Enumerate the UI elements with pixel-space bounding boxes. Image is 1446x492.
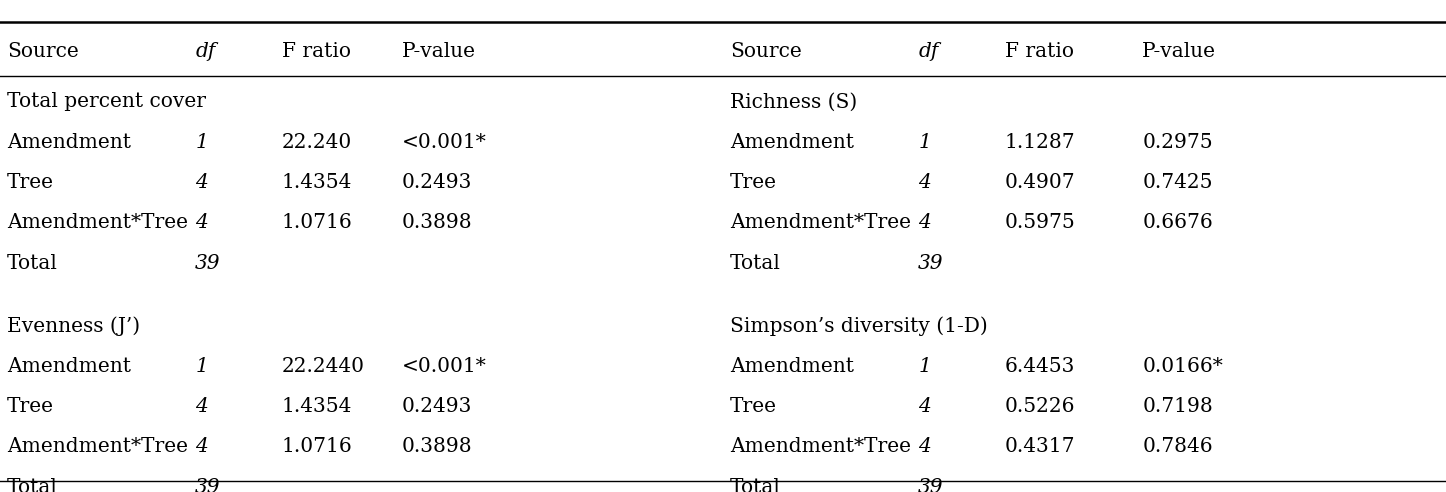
Text: <0.001*: <0.001* — [402, 133, 487, 152]
Text: F ratio: F ratio — [1005, 42, 1074, 61]
Text: 0.2975: 0.2975 — [1142, 133, 1213, 152]
Text: 1.0716: 1.0716 — [282, 437, 353, 456]
Text: Amendment: Amendment — [7, 133, 132, 152]
Text: Total: Total — [730, 478, 781, 492]
Text: 1.4354: 1.4354 — [282, 397, 353, 416]
Text: 4: 4 — [918, 397, 931, 416]
Text: Amendment*Tree: Amendment*Tree — [730, 214, 911, 232]
Text: 6.4453: 6.4453 — [1005, 357, 1076, 375]
Text: 4: 4 — [918, 214, 931, 232]
Text: Amendment*Tree: Amendment*Tree — [7, 214, 188, 232]
Text: 0.0166*: 0.0166* — [1142, 357, 1223, 375]
Text: Total percent cover: Total percent cover — [7, 92, 207, 111]
Text: 4: 4 — [195, 173, 208, 192]
Text: 0.4907: 0.4907 — [1005, 173, 1076, 192]
Text: Amendment: Amendment — [7, 357, 132, 375]
Text: 39: 39 — [918, 478, 944, 492]
Text: Total: Total — [730, 254, 781, 273]
Text: 0.4317: 0.4317 — [1005, 437, 1076, 456]
Text: df: df — [918, 42, 938, 61]
Text: 39: 39 — [195, 478, 221, 492]
Text: Tree: Tree — [730, 397, 778, 416]
Text: Tree: Tree — [7, 397, 55, 416]
Text: 0.2493: 0.2493 — [402, 173, 473, 192]
Text: Amendment*Tree: Amendment*Tree — [730, 437, 911, 456]
Text: 1: 1 — [918, 133, 931, 152]
Text: 1.1287: 1.1287 — [1005, 133, 1076, 152]
Text: 22.2440: 22.2440 — [282, 357, 364, 375]
Text: <0.001*: <0.001* — [402, 357, 487, 375]
Text: Total: Total — [7, 478, 58, 492]
Text: 4: 4 — [918, 173, 931, 192]
Text: P-value: P-value — [402, 42, 476, 61]
Text: 39: 39 — [918, 254, 944, 273]
Text: 0.3898: 0.3898 — [402, 437, 473, 456]
Text: 0.2493: 0.2493 — [402, 397, 473, 416]
Text: 0.7846: 0.7846 — [1142, 437, 1213, 456]
Text: Richness (S): Richness (S) — [730, 92, 857, 111]
Text: 4: 4 — [195, 437, 208, 456]
Text: Amendment: Amendment — [730, 133, 855, 152]
Text: F ratio: F ratio — [282, 42, 351, 61]
Text: Amendment: Amendment — [730, 357, 855, 375]
Text: Simpson’s diversity (1-D): Simpson’s diversity (1-D) — [730, 316, 988, 336]
Text: 4: 4 — [918, 437, 931, 456]
Text: 4: 4 — [195, 397, 208, 416]
Text: Evenness (J’): Evenness (J’) — [7, 316, 140, 336]
Text: 4: 4 — [195, 214, 208, 232]
Text: Tree: Tree — [730, 173, 778, 192]
Text: P-value: P-value — [1142, 42, 1216, 61]
Text: 0.7425: 0.7425 — [1142, 173, 1213, 192]
Text: 0.6676: 0.6676 — [1142, 214, 1213, 232]
Text: 1: 1 — [195, 133, 208, 152]
Text: 39: 39 — [195, 254, 221, 273]
Text: 1: 1 — [195, 357, 208, 375]
Text: df: df — [195, 42, 215, 61]
Text: 0.5226: 0.5226 — [1005, 397, 1076, 416]
Text: 1.0716: 1.0716 — [282, 214, 353, 232]
Text: 0.3898: 0.3898 — [402, 214, 473, 232]
Text: Source: Source — [730, 42, 803, 61]
Text: Amendment*Tree: Amendment*Tree — [7, 437, 188, 456]
Text: 1.4354: 1.4354 — [282, 173, 353, 192]
Text: 22.240: 22.240 — [282, 133, 353, 152]
Text: Source: Source — [7, 42, 80, 61]
Text: 1: 1 — [918, 357, 931, 375]
Text: 0.7198: 0.7198 — [1142, 397, 1213, 416]
Text: Total: Total — [7, 254, 58, 273]
Text: 0.5975: 0.5975 — [1005, 214, 1076, 232]
Text: Tree: Tree — [7, 173, 55, 192]
